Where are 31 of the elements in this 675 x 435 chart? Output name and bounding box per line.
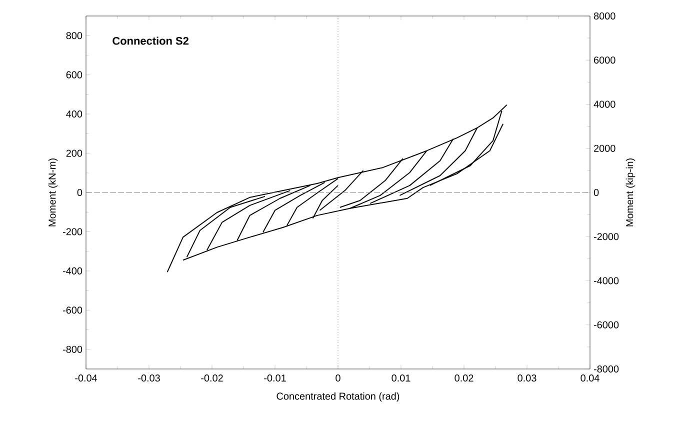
x-tick-label: -0.02	[201, 374, 223, 382]
y2-tick-label: -4000	[594, 277, 619, 284]
y-tick-label: -600	[62, 306, 82, 314]
y-tick-label: 200	[66, 150, 82, 157]
y2-axis-title: Moment (kip-in)	[626, 158, 636, 226]
x-tick-label: 0	[336, 374, 340, 382]
x-tick-label: -0.04	[75, 374, 98, 382]
x-tick-label: -0.01	[264, 374, 286, 382]
x-tick-label: 0.02	[454, 374, 474, 382]
x-tick-label: 0.03	[518, 374, 536, 382]
y2-tick-label: -8000	[594, 365, 619, 373]
y2-tick-label: 8000	[594, 12, 616, 20]
y-tick-label: 0	[77, 188, 82, 196]
x-axis-title: Concentrated Rotation (rad)	[276, 392, 400, 402]
y-tick-label: -200	[62, 228, 82, 236]
x-tick-label: 0.01	[392, 374, 410, 382]
y2-tick-label: 0	[594, 188, 599, 196]
y2-tick-label: -2000	[594, 233, 619, 240]
y-tick-label: -800	[62, 346, 82, 353]
x-tick-label: 0.04	[580, 374, 600, 382]
y-tick-label: -400	[62, 267, 82, 274]
y-tick-label: 800	[66, 32, 82, 40]
y2-tick-label: 4000	[594, 100, 616, 108]
y-axis-title: Moment (kN-m)	[48, 158, 58, 226]
y2-tick-label: -6000	[594, 321, 619, 328]
x-tick-label: -0.03	[138, 374, 160, 382]
y2-tick-label: 6000	[594, 56, 616, 64]
y-tick-label: 400	[66, 110, 82, 118]
y-tick-label: 600	[66, 71, 82, 78]
y2-tick-label: 2000	[594, 144, 616, 152]
annotation: Connection S2	[112, 36, 188, 45]
